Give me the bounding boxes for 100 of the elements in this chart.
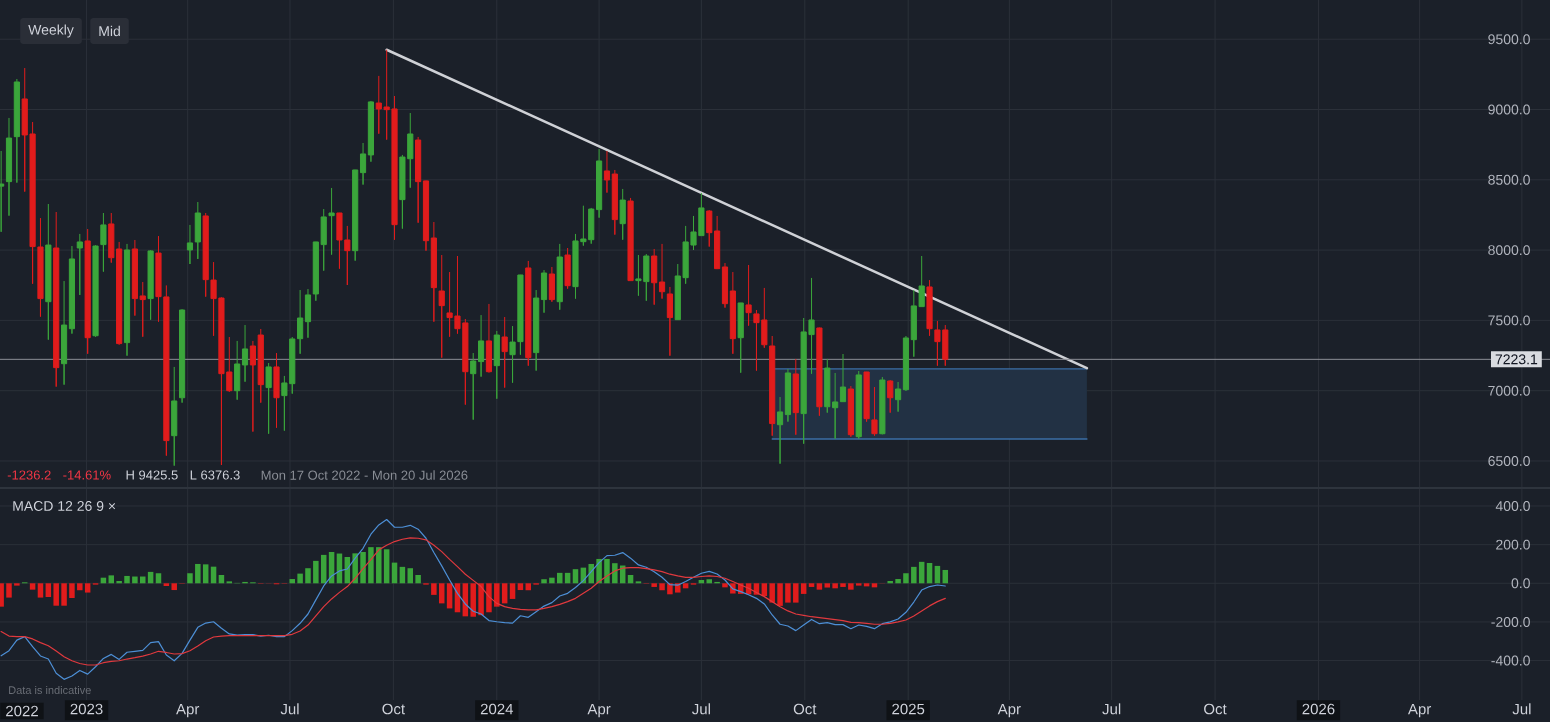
candlestick [84,228,91,355]
candlestick [894,381,902,413]
candlestick [533,289,540,372]
bar [871,583,878,588]
x-tick-label: 2024 [480,703,514,715]
candlestick [68,245,76,335]
bar [722,583,728,588]
candlestick [611,169,618,236]
candlestick [171,366,178,467]
x-tick-label: Jul [1102,703,1121,715]
candlestick [548,266,555,303]
bar [431,583,437,595]
candlestick [45,203,52,341]
candlestick [100,212,107,273]
x-tick-label: Jul [692,703,710,715]
bar [549,577,555,584]
bar [195,563,201,584]
text: MACD 12 26 9 × [13,501,116,511]
candlestick [556,243,563,311]
annotation: -14.61% [63,470,111,480]
x-tick-label: 2025 [892,703,925,715]
bar [816,583,823,590]
bar [320,554,327,584]
bar [793,583,799,603]
bar [525,583,532,591]
x-tick-label: Apr [997,703,1021,718]
bar [313,560,319,584]
bar [132,576,138,584]
y-tick-label: 6500.0 [1488,456,1530,466]
ref-line-label: 7223.1 [1495,354,1538,365]
text: 2022 [6,705,38,717]
candlestick [714,215,721,270]
y-tick-label: -400.0 [1491,655,1530,666]
candlestick [53,211,60,388]
bar [824,583,831,588]
bar [588,563,594,584]
bar [517,583,524,591]
candlestick [871,386,878,437]
bar [368,547,374,584]
candlestick [179,308,186,404]
candlestick [792,358,799,436]
bar [911,566,917,584]
bar [14,583,20,586]
candlestick [879,376,886,435]
bar [501,583,508,604]
bar [612,563,618,584]
bar [376,547,382,584]
candlestick [729,271,736,355]
candlestick [863,371,870,423]
candlestick [60,280,68,386]
candlestick [131,239,138,317]
candlestick [627,197,634,282]
bar [769,583,775,603]
bar [116,580,122,584]
x-tick-label: Oct [793,703,817,715]
candlestick [194,201,201,260]
bar [187,573,193,584]
bar [848,583,854,590]
bar [124,575,130,584]
bar [486,583,492,613]
candlestick [92,244,99,338]
candlestick [5,117,13,217]
candlestick [328,187,335,256]
annotation: Mon 17 Oct 2022 - Mon 20 Jul 2026 [261,470,468,480]
bar [855,583,862,586]
y-tick-label: 8000.0 [1488,245,1530,256]
candlestick [234,340,241,401]
bar [45,583,52,598]
bar [895,579,901,584]
candlestick [438,254,445,359]
candlestick [297,289,304,355]
bar [604,558,610,584]
bar [171,583,177,591]
candlestick [540,269,548,314]
annotation: H 9425.5 [126,470,178,480]
candlestick [651,248,658,306]
bar [140,576,146,584]
candlestick [470,352,477,421]
candlestick [493,330,500,400]
candlestick [304,288,312,339]
candlestick [241,324,249,383]
y-tick-label: 9000.0 [1488,104,1530,115]
x-tick-label: Apr [176,703,200,718]
candlestick [776,396,784,465]
bar [305,568,311,584]
bar [77,583,83,591]
candlestick [76,233,83,296]
candlestick [839,353,847,403]
bar [706,579,712,584]
candlestick [415,136,422,224]
candlestick [666,286,673,357]
bar [6,583,12,598]
bar [808,583,815,587]
bar [903,573,909,584]
candlestick [0,150,5,233]
y-tick-label: 7500.0 [1488,315,1530,326]
y-tick-label: 200.0 [1496,539,1530,550]
candlestick [784,368,792,423]
bar [383,549,390,584]
bar [438,583,445,604]
